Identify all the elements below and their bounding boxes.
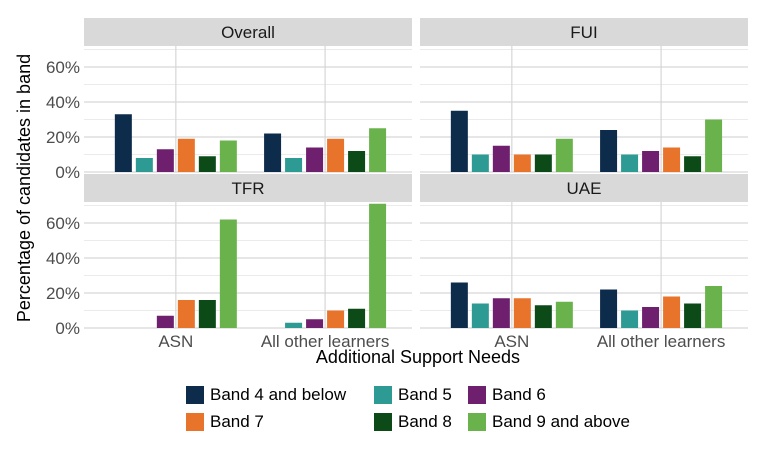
bar	[198, 156, 216, 172]
bar	[135, 158, 153, 172]
bar	[684, 156, 702, 172]
bar	[534, 154, 552, 172]
bar	[306, 319, 324, 328]
panel-title: Overall	[221, 23, 275, 42]
panel-strip	[420, 18, 748, 46]
panel-title: TFR	[231, 179, 264, 198]
legend-swatch	[374, 413, 392, 431]
legend-label: Band 7	[210, 412, 264, 431]
bar	[348, 151, 366, 172]
legend: Band 4 and below Band 5 Band 6 Band 7 Ba…	[186, 384, 666, 438]
bar	[285, 322, 303, 328]
legend-label: Band 6	[492, 385, 546, 404]
bar	[663, 147, 681, 172]
bar	[471, 154, 489, 172]
bar	[327, 310, 345, 328]
bar	[198, 300, 216, 328]
bar	[285, 158, 303, 172]
y-tick-label: 0%	[55, 163, 80, 182]
bar	[492, 298, 510, 328]
bar	[705, 119, 723, 172]
bar	[264, 133, 282, 172]
panel-strip	[420, 174, 748, 202]
legend-item: Band 5	[374, 384, 452, 406]
bar	[513, 154, 531, 172]
bar	[642, 307, 660, 328]
bar	[306, 147, 324, 172]
legend-swatch	[468, 413, 486, 431]
bar	[555, 301, 573, 328]
bar	[621, 310, 639, 328]
legend-item: Band 8	[374, 411, 452, 433]
bar	[177, 300, 195, 328]
legend-swatch	[468, 386, 486, 404]
y-tick-label: 0%	[55, 319, 80, 338]
legend-item: Band 6	[468, 384, 546, 406]
bar	[369, 203, 387, 328]
bar	[114, 114, 132, 172]
bar	[705, 286, 723, 328]
legend-swatch	[186, 413, 204, 431]
bar	[642, 151, 660, 172]
panel-title: UAE	[567, 179, 602, 198]
bar	[534, 305, 552, 328]
y-tick-label: 20%	[46, 284, 80, 303]
bar	[156, 315, 174, 328]
legend-swatch	[374, 386, 392, 404]
legend-item: Band 4 and below	[186, 384, 346, 406]
legend-swatch	[186, 386, 204, 404]
legend-label: Band 4 and below	[210, 385, 347, 404]
bar	[348, 308, 366, 328]
x-axis-title: Additional Support Needs	[316, 347, 520, 367]
x-tick-label: All other learners	[597, 332, 726, 351]
panel-strip	[84, 18, 412, 46]
legend-item: Band 7	[186, 411, 264, 433]
bar	[513, 298, 531, 328]
y-tick-label: 60%	[46, 58, 80, 77]
bar	[156, 149, 174, 172]
bar	[621, 154, 639, 172]
panel-title: FUI	[570, 23, 597, 42]
x-tick-label: ASN	[494, 332, 529, 351]
bar	[369, 128, 387, 172]
legend-label: Band 9 and above	[492, 412, 631, 431]
legend-label: Band 8	[398, 412, 452, 431]
bar	[219, 219, 237, 328]
x-tick-label: ASN	[158, 332, 193, 351]
bar	[684, 303, 702, 328]
bar	[492, 145, 510, 172]
bar	[555, 138, 573, 172]
bar	[177, 138, 195, 172]
bar	[600, 289, 618, 328]
panel-strip	[84, 174, 412, 202]
legend-item: Band 9 and above	[468, 411, 630, 433]
y-axis-title: Percentage of candidates in band	[14, 54, 34, 322]
bar	[663, 296, 681, 328]
bar	[600, 130, 618, 172]
bar	[327, 138, 345, 172]
legend-label: Band 5	[398, 385, 452, 404]
bar	[450, 110, 468, 172]
bar	[219, 140, 237, 172]
y-tick-label: 60%	[46, 214, 80, 233]
y-tick-label: 20%	[46, 128, 80, 147]
x-tick-label: All other learners	[261, 332, 390, 351]
y-tick-label: 40%	[46, 249, 80, 268]
bar	[450, 282, 468, 328]
bar	[471, 303, 489, 328]
y-tick-label: 40%	[46, 93, 80, 112]
